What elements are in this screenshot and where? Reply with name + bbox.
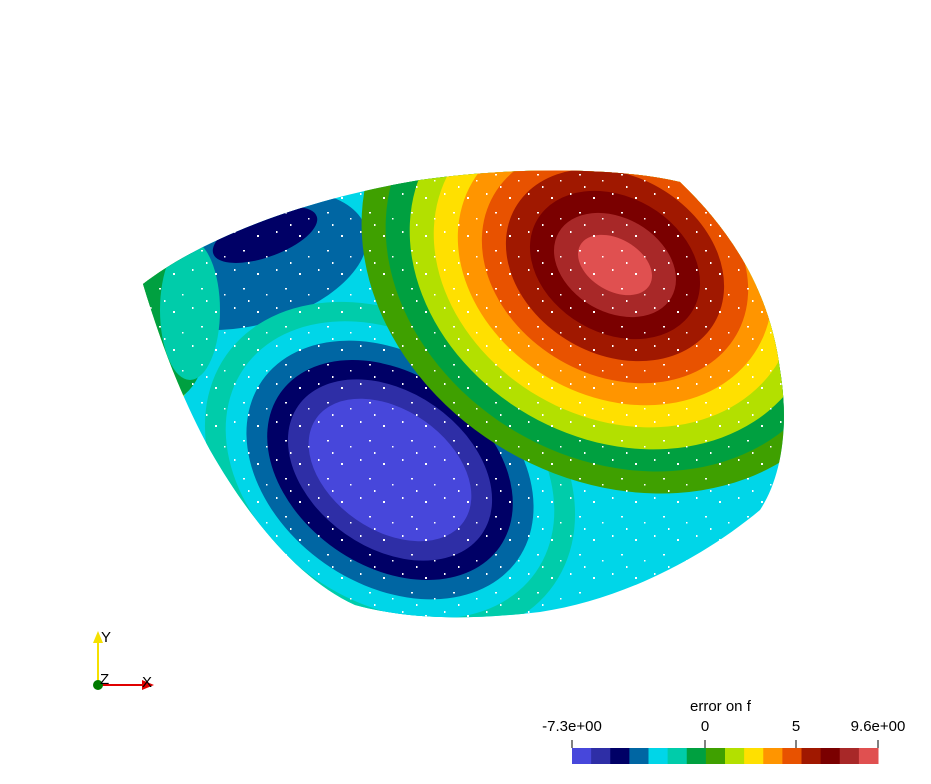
colorbar-swatch (744, 748, 764, 764)
colorbar-swatch (839, 748, 860, 764)
legend-tick-max: 9.6e+00 (850, 718, 906, 735)
x-axis-arrow (142, 680, 154, 690)
colorbar-swatch (648, 748, 669, 764)
z-axis-dot (93, 680, 103, 690)
colorbar-swatch (591, 748, 611, 764)
colorbar-swatch (705, 748, 726, 764)
colorbar-swatch (629, 748, 650, 764)
colorbar-swatch (725, 748, 745, 764)
colorbar-swatch (763, 748, 783, 764)
z-axis-label: Z (100, 671, 109, 688)
color-legend: error on f -7.3e+00 0 5 9.6e+00 (540, 698, 920, 778)
legend-tick-five: 5 (791, 718, 801, 735)
colorbar-swatch (686, 748, 707, 764)
orientation-axes: Y Z X (93, 629, 154, 691)
colorbar-swatch (782, 748, 803, 764)
y-axis-label: Y (101, 629, 111, 646)
colorbar-swatch (801, 748, 822, 764)
colorbar-swatch (820, 748, 841, 764)
colorbar (571, 740, 879, 764)
colorbar-swatch (572, 748, 592, 764)
x-axis-label: X (142, 674, 152, 691)
legend-tick-zero: 0 (700, 718, 710, 735)
colorbar-swatch (610, 748, 630, 764)
legend-title: error on f (690, 698, 751, 715)
colorbar-swatch (858, 748, 879, 764)
legend-tick-min: -7.3e+00 (542, 718, 602, 735)
y-axis-arrow (93, 631, 103, 643)
colorbar-swatch (667, 748, 688, 764)
